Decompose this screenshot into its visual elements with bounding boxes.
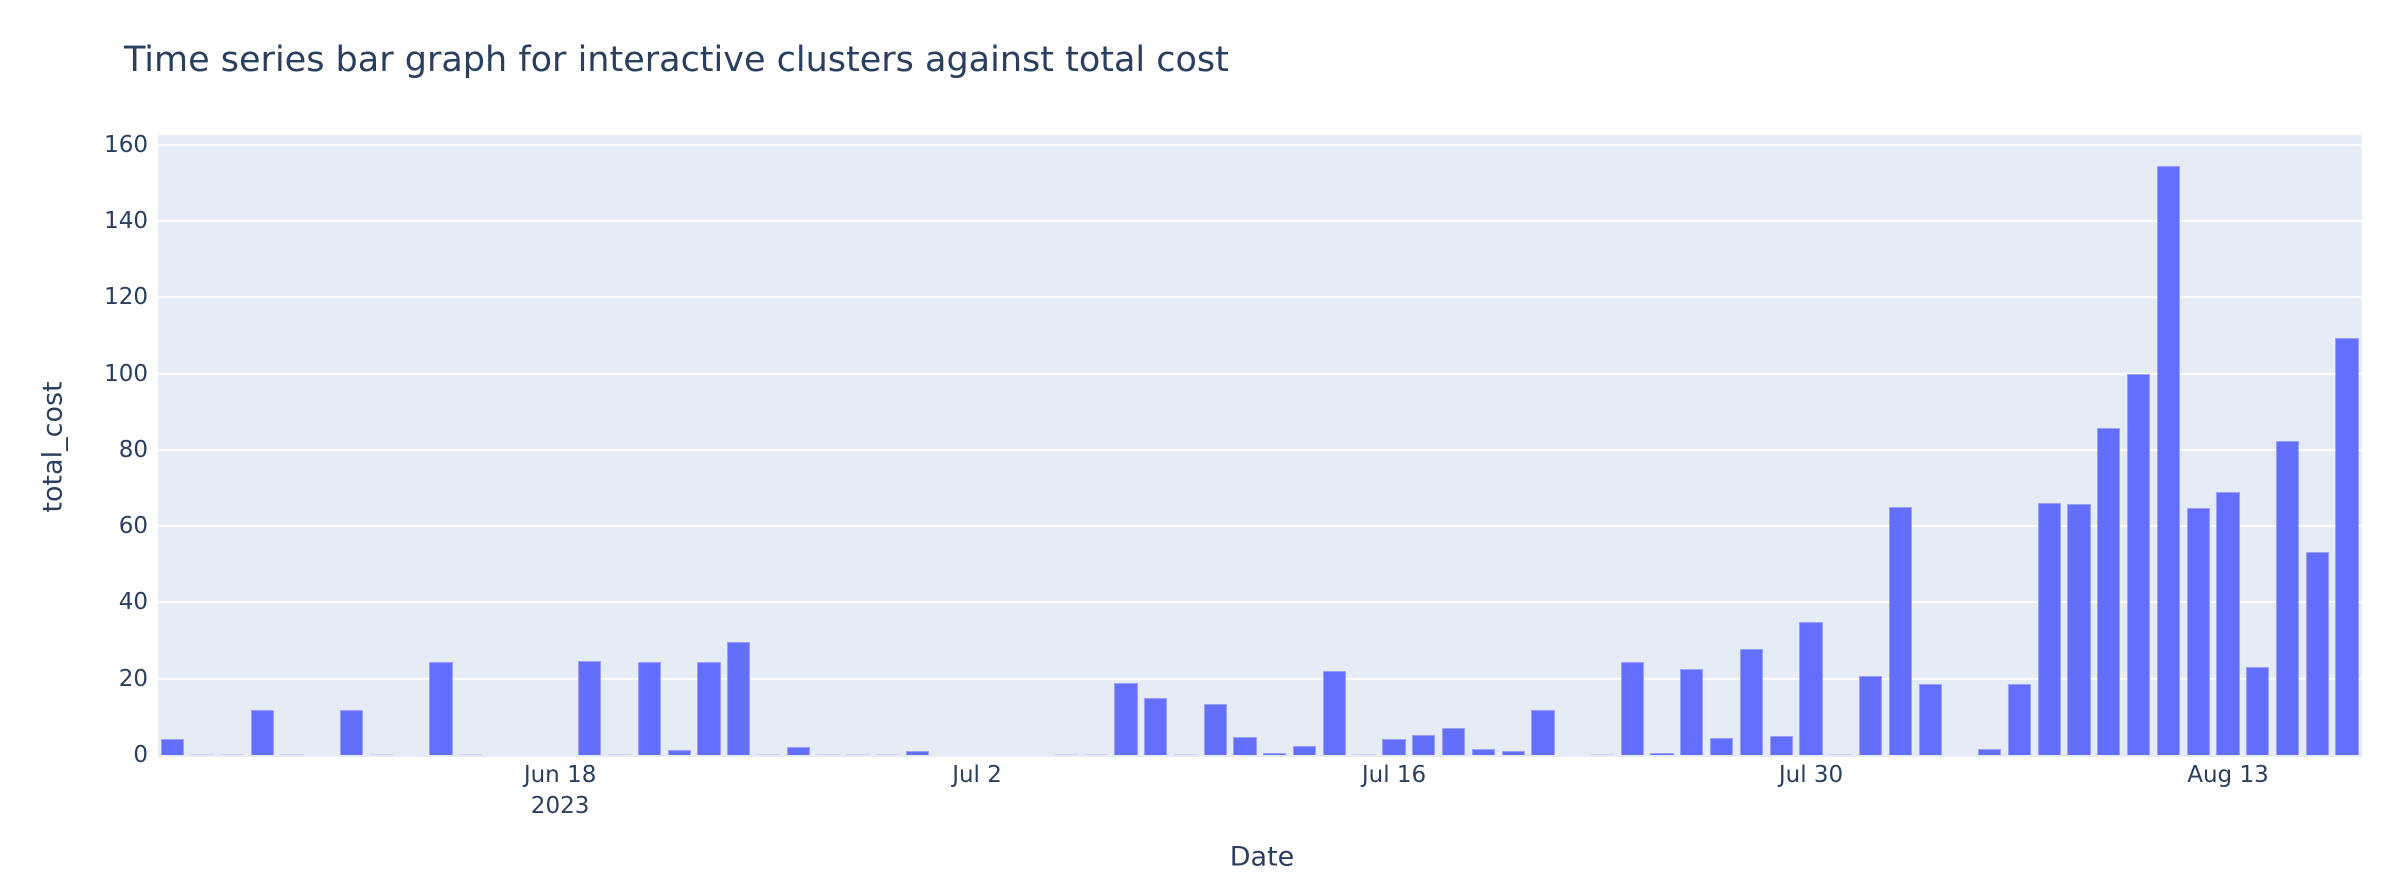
bar-2023-06-14[interactable] xyxy=(429,661,453,755)
y-tick-label: 40 xyxy=(118,589,148,616)
y-tick-label: 100 xyxy=(104,360,148,387)
bar-2023-07-19[interactable] xyxy=(1471,748,1495,755)
x-tick-label: Jul 2 xyxy=(952,762,1002,788)
plot-area[interactable] xyxy=(158,135,2362,757)
bar-2023-06-15[interactable] xyxy=(459,754,483,755)
bar-2023-07-21[interactable] xyxy=(1531,709,1555,755)
bar-2023-08-02[interactable] xyxy=(1888,506,1912,755)
bar-2023-07-26[interactable] xyxy=(1680,669,1704,755)
bar-2023-06-12[interactable] xyxy=(369,754,393,755)
bar-2023-08-11[interactable] xyxy=(2156,166,2180,755)
bar-2023-07-27[interactable] xyxy=(1710,737,1734,755)
y-tick-label: 140 xyxy=(104,207,148,234)
gridline xyxy=(158,525,2362,528)
y-tick-label: 80 xyxy=(118,436,148,463)
y-tick-label: 160 xyxy=(104,131,148,158)
bar-2023-06-24[interactable] xyxy=(727,641,751,755)
bar-2023-08-05[interactable] xyxy=(1978,748,2002,755)
bar-2023-06-09[interactable] xyxy=(280,754,304,755)
bar-2023-08-03[interactable] xyxy=(1918,684,1942,755)
bar-2023-07-28[interactable] xyxy=(1739,649,1764,755)
gridline xyxy=(158,372,2362,375)
bar-2023-08-07[interactable] xyxy=(2037,502,2061,755)
bar-2023-08-17[interactable] xyxy=(2335,338,2359,755)
bar-2023-07-09[interactable] xyxy=(1173,754,1198,755)
bar-2023-08-08[interactable] xyxy=(2067,503,2091,755)
bar-2023-07-30[interactable] xyxy=(1799,621,1823,755)
bar-2023-06-25[interactable] xyxy=(756,754,781,755)
bar-2023-06-28[interactable] xyxy=(846,754,870,755)
bar-2023-07-15[interactable] xyxy=(1352,754,1376,755)
bar-2023-08-16[interactable] xyxy=(2305,551,2329,755)
bar-2023-07-31[interactable] xyxy=(1829,753,1853,755)
bar-2023-07-25[interactable] xyxy=(1650,753,1674,755)
bar-2023-06-26[interactable] xyxy=(786,747,810,755)
bar-2023-07-17[interactable] xyxy=(1412,735,1436,755)
bar-2023-07-05[interactable] xyxy=(1054,754,1078,755)
bar-2023-06-20[interactable] xyxy=(608,754,632,755)
bar-2023-07-20[interactable] xyxy=(1501,750,1525,755)
bar-2023-08-10[interactable] xyxy=(2127,373,2151,755)
bar-2023-07-10[interactable] xyxy=(1203,703,1227,755)
x-tick-label: Jul 30 xyxy=(1778,762,1844,788)
bar-2023-06-30[interactable] xyxy=(905,751,930,755)
chart-title: Time series bar graph for interactive cl… xyxy=(124,40,1229,80)
bar-2023-06-06[interactable] xyxy=(191,754,215,755)
bar-2023-07-11[interactable] xyxy=(1233,737,1257,755)
bar-2023-08-09[interactable] xyxy=(2097,428,2121,755)
bar-2023-07-08[interactable] xyxy=(1144,698,1168,755)
x-axis-label: Date xyxy=(1229,841,1295,873)
y-tick-label: 20 xyxy=(118,665,148,692)
bar-2023-06-08[interactable] xyxy=(250,709,274,755)
bar-2023-06-07[interactable] xyxy=(220,753,245,755)
y-tick-label: 0 xyxy=(133,742,148,768)
bar-2023-06-29[interactable] xyxy=(876,754,900,755)
gridline xyxy=(158,448,2362,451)
bar-2023-08-01[interactable] xyxy=(1858,675,1883,755)
bar-2023-07-24[interactable] xyxy=(1620,661,1644,755)
bar-2023-08-15[interactable] xyxy=(2275,441,2300,755)
bar-2023-08-14[interactable] xyxy=(2246,666,2270,755)
bar-2023-07-29[interactable] xyxy=(1769,735,1793,755)
bar-2023-07-13[interactable] xyxy=(1293,745,1317,755)
bar-2023-07-23[interactable] xyxy=(1590,754,1615,755)
bar-2023-08-06[interactable] xyxy=(2007,684,2032,755)
bar-2023-07-07[interactable] xyxy=(1114,682,1138,755)
gridline xyxy=(158,219,2362,222)
x-tick-label: Jul 16 xyxy=(1361,762,1427,788)
bar-2023-06-27[interactable] xyxy=(816,754,840,755)
bar-2023-07-12[interactable] xyxy=(1263,752,1287,755)
bar-2023-06-11[interactable] xyxy=(339,709,364,755)
gridline xyxy=(158,677,2362,680)
y-tick-label: 120 xyxy=(104,284,148,311)
bar-2023-07-16[interactable] xyxy=(1382,739,1406,755)
gridline xyxy=(158,143,2362,146)
bar-2023-06-19[interactable] xyxy=(578,661,602,755)
bar-2023-06-22[interactable] xyxy=(667,750,691,755)
bar-2023-07-18[interactable] xyxy=(1441,728,1466,755)
bar-2023-07-14[interactable] xyxy=(1322,671,1347,755)
bar-2023-07-06[interactable] xyxy=(1084,754,1108,755)
gridline xyxy=(158,601,2362,604)
bar-2023-06-21[interactable] xyxy=(637,662,662,755)
bar-2023-06-23[interactable] xyxy=(697,661,721,755)
gridline xyxy=(158,296,2362,299)
bar-2023-06-05[interactable] xyxy=(161,739,185,755)
x-tick-label: Jun 18 2023 xyxy=(523,762,597,819)
y-tick-label: 60 xyxy=(118,513,148,540)
x-tick-label: Aug 13 xyxy=(2187,762,2269,788)
bar-2023-08-13[interactable] xyxy=(2216,491,2240,755)
bar-2023-08-12[interactable] xyxy=(2186,507,2210,755)
